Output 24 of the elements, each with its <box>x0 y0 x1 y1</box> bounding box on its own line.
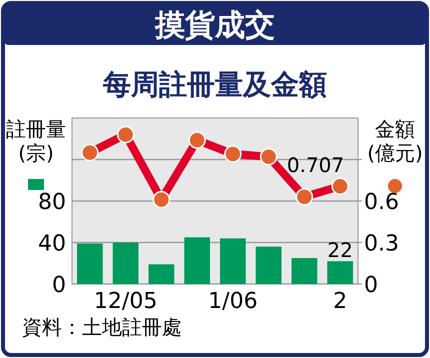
bar <box>220 238 246 284</box>
bar <box>327 261 353 284</box>
y2-tick-label: 0.3 <box>364 232 399 256</box>
x-tick-label: 12/05 <box>94 289 158 314</box>
y2-tick-label: 0.6 <box>364 190 399 215</box>
bar <box>77 244 103 284</box>
y2-axis-title: 金額 (億元) <box>367 117 423 165</box>
y-axis-title: 註冊量 (宗) <box>6 117 66 165</box>
subtitle: 每周註冊量及金額 <box>103 68 327 101</box>
x-tick-label: 2 <box>333 289 348 314</box>
data-label: 0.707 <box>286 153 344 178</box>
y2-tick-label: 0 <box>364 273 378 298</box>
bar <box>184 237 210 284</box>
bar <box>256 246 282 284</box>
data-label: 22 <box>327 238 353 262</box>
x-tick-label: 1/06 <box>208 289 258 314</box>
y-tick-label: 40 <box>38 232 66 256</box>
bar <box>292 258 318 284</box>
bar <box>148 264 174 284</box>
bar <box>112 242 138 284</box>
text: 資料：土地註冊處 <box>22 315 182 339</box>
title: 摸貨成交 <box>155 8 275 43</box>
y-tick-label: 0 <box>52 273 66 298</box>
y-tick-label: 80 <box>38 190 66 215</box>
